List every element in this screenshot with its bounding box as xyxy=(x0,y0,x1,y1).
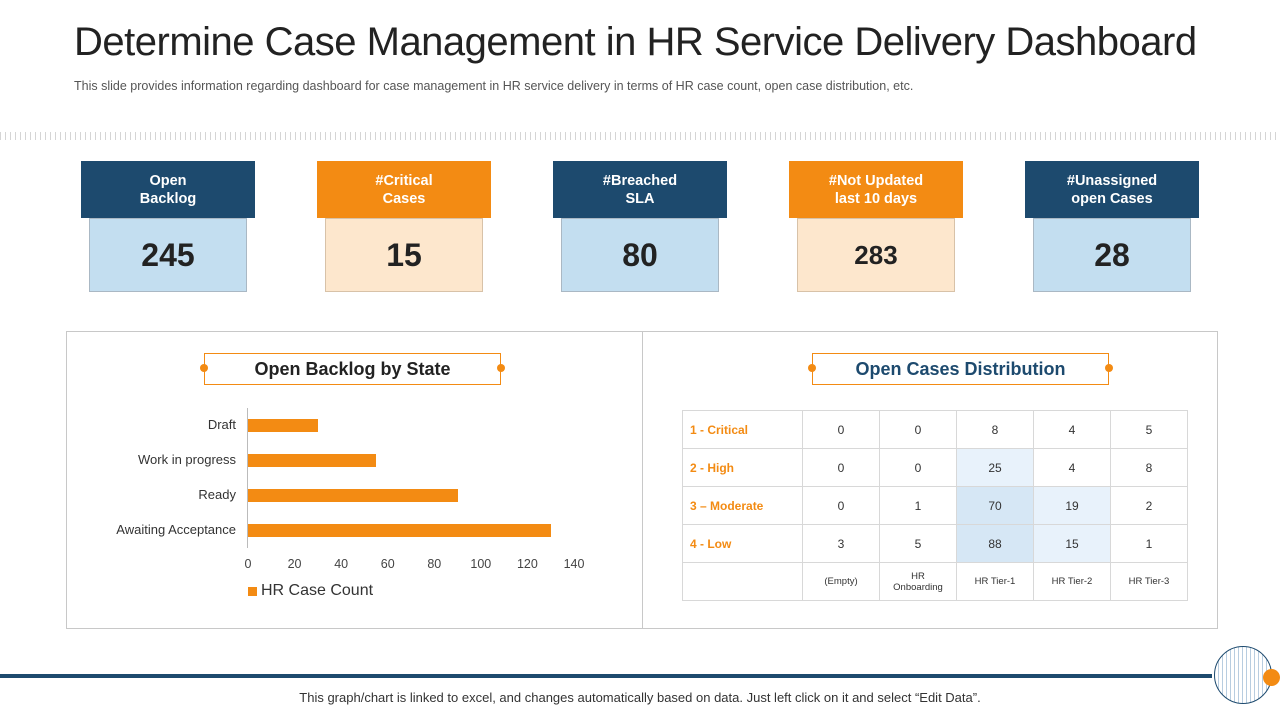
title-dot-left xyxy=(808,364,816,372)
kpi-unassigned-cases: #Unassigned open Cases 28 xyxy=(1025,161,1199,292)
empty-corner-cell xyxy=(682,562,803,601)
category-label: Awaiting Acceptance xyxy=(116,522,236,537)
table-cell: 4 xyxy=(1033,448,1111,487)
row-label: 2 - High xyxy=(682,448,803,487)
x-tick-label: 100 xyxy=(470,557,492,571)
table-cell: 70 xyxy=(956,486,1034,525)
x-tick-label: 80 xyxy=(427,557,442,571)
dotted-divider xyxy=(0,132,1280,140)
kpi-critical-cases: #Critical Cases 15 xyxy=(317,161,491,292)
x-tick-label: 140 xyxy=(563,557,585,571)
table-cell: 19 xyxy=(1033,486,1111,525)
title-dot-left xyxy=(200,364,208,372)
table-cell: 2 xyxy=(1110,486,1188,525)
bar-draft xyxy=(248,419,318,432)
table-cell: 15 xyxy=(1033,524,1111,563)
decorative-circle xyxy=(1214,646,1272,704)
bottom-rule xyxy=(0,674,1212,678)
table-cell: 0 xyxy=(879,448,957,487)
table-cell: 8 xyxy=(1110,448,1188,487)
kpi-breached-sla: #Breached SLA 80 xyxy=(553,161,727,292)
row-label: 1 - Critical xyxy=(682,410,803,449)
table-cell: 1 xyxy=(1110,524,1188,563)
table-row: 4 - Low 3 5 88 15 1 xyxy=(682,524,1188,563)
table-cell: 5 xyxy=(879,524,957,563)
kpi-label: #Not Updated last 10 days xyxy=(789,161,963,218)
table-cell: 0 xyxy=(802,410,880,449)
table-cell: 0 xyxy=(802,448,880,487)
kpi-label: Open Backlog xyxy=(81,161,255,218)
backlog-chart-title-box: Open Backlog by State xyxy=(200,353,505,385)
category-label: Work in progress xyxy=(137,452,236,467)
table-cell: 4 xyxy=(1033,410,1111,449)
table-cell: 8 xyxy=(956,410,1034,449)
table-cell: 0 xyxy=(802,486,880,525)
table-header-row: (Empty) HR Onboarding HR Tier-1 HR Tier-2 HR… xyxy=(682,562,1188,601)
x-tick-label: 120 xyxy=(516,557,538,571)
page-title: Determine Case Management in HR Service … xyxy=(74,20,1197,64)
table-cell: 1 xyxy=(879,486,957,525)
legend-label: HR Case Count xyxy=(261,582,374,599)
title-dot-right xyxy=(1105,364,1113,372)
kpi-value: 245 xyxy=(89,218,247,292)
column-label: HR Onboarding xyxy=(879,562,957,601)
row-label: 4 - Low xyxy=(682,524,803,563)
column-label: (Empty) xyxy=(802,562,880,601)
distribution-title-box: Open Cases Distribution xyxy=(808,353,1113,385)
kpi-value: 283 xyxy=(797,218,955,292)
bar-awaiting-acceptance xyxy=(248,524,551,537)
category-label: Draft xyxy=(207,417,236,432)
x-tick-label: 0 xyxy=(244,557,252,571)
bar-ready xyxy=(248,489,458,502)
x-tick-label: 60 xyxy=(380,557,395,571)
title-dot-right xyxy=(497,364,505,372)
x-tick-label: 20 xyxy=(287,557,302,571)
table-row: 3 – Moderate 0 1 70 19 2 xyxy=(682,486,1188,525)
table-cell: 3 xyxy=(802,524,880,563)
kpi-open-backlog: Open Backlog 245 xyxy=(81,161,255,292)
row-label: 3 – Moderate xyxy=(682,486,803,525)
decorative-dot xyxy=(1263,669,1280,686)
panel-divider xyxy=(642,332,643,628)
kpi-label: #Critical Cases xyxy=(317,161,491,218)
bar-work-in-progress xyxy=(248,454,377,467)
kpi-value: 28 xyxy=(1033,218,1191,292)
table-cell: 88 xyxy=(956,524,1034,563)
page-subtitle: This slide provides information regardin… xyxy=(74,79,914,93)
legend-swatch xyxy=(248,586,257,596)
table-cell: 0 xyxy=(879,410,957,449)
distribution-table: 1 - Critical 0 0 8 4 5 2 - High 0 0 25 4 8 3 – Moder… xyxy=(682,410,1188,601)
kpi-not-updated: #Not Updated last 10 days 283 xyxy=(789,161,963,292)
backlog-chart-title: Open Backlog by State xyxy=(254,358,451,379)
column-label: HR Tier-1 xyxy=(956,562,1034,601)
footer-note: This graph/chart is linked to excel, and… xyxy=(299,690,981,705)
kpi-value: 15 xyxy=(325,218,483,292)
kpi-label: #Unassigned open Cases xyxy=(1025,161,1199,218)
chart-legend: HR Case Count xyxy=(248,582,373,600)
table-cell: 25 xyxy=(956,448,1034,487)
table-row: 1 - Critical 0 0 8 4 5 xyxy=(682,410,1188,449)
x-tick-label: 40 xyxy=(334,557,349,571)
column-label: HR Tier-2 xyxy=(1033,562,1111,601)
column-label: HR Tier-3 xyxy=(1110,562,1188,601)
table-row: 2 - High 0 0 25 4 8 xyxy=(682,448,1188,487)
chart-y-axis-line xyxy=(247,408,248,548)
category-label: Ready xyxy=(198,487,236,502)
table-cell: 5 xyxy=(1110,410,1188,449)
kpi-value: 80 xyxy=(561,218,719,292)
distribution-title: Open Cases Distribution xyxy=(855,358,1066,379)
kpi-label: #Breached SLA xyxy=(553,161,727,218)
charts-panel xyxy=(66,331,1218,629)
